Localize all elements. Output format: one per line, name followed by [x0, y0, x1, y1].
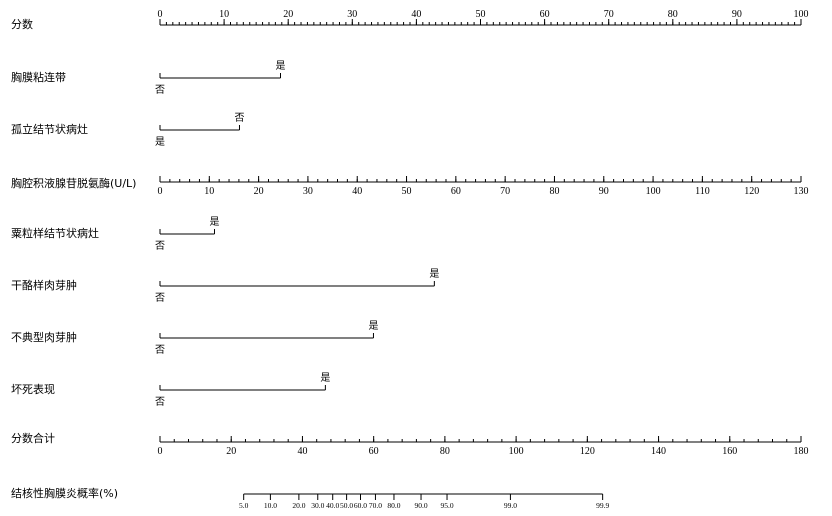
tick-label: 60: [369, 446, 379, 457]
probability-tick-label: 40.0: [326, 501, 339, 510]
tick-label: 40: [352, 186, 362, 197]
probability-tick-label: 20.0: [292, 501, 305, 510]
row-label: 胸膜粘连带: [11, 70, 66, 84]
category-label-start: 是: [155, 136, 165, 148]
tick-label: 60: [451, 186, 461, 197]
probability-tick-label: 99.0: [504, 501, 517, 510]
tick-label: 0: [158, 186, 163, 197]
tick-label: 160: [722, 446, 737, 457]
tick-label: 60: [540, 9, 550, 20]
tick-label: 50: [476, 9, 486, 20]
tick-label: 90: [732, 9, 742, 20]
row-label: 干酪样肉芽肿: [11, 278, 77, 292]
tick-label: 140: [651, 446, 666, 457]
tick-label: 100: [646, 186, 661, 197]
category-label-start: 否: [155, 344, 165, 356]
tick-label: 100: [509, 446, 524, 457]
probability-tick-label: 90.0: [414, 501, 427, 510]
probability-tick-label: 60.0: [354, 501, 367, 510]
row-label: 分数: [11, 18, 33, 31]
tick-label: 70: [604, 9, 614, 20]
category-label-end: 否: [234, 112, 244, 124]
category-label-end: 是: [276, 60, 286, 72]
tick-label: 20: [226, 446, 236, 457]
probability-tick-label: 80.0: [387, 501, 400, 510]
row-label: 坏死表现: [11, 382, 55, 396]
row-label: 分数合计: [11, 431, 55, 445]
tick-label: 70: [500, 186, 510, 197]
tick-label: 0: [158, 446, 163, 457]
category-label-start: 否: [155, 84, 165, 96]
tick-label: 100: [794, 9, 809, 20]
probability-tick-label: 30.0: [311, 501, 324, 510]
tick-label: 110: [695, 186, 710, 197]
tick-label: 80: [549, 186, 559, 197]
tick-label: 80: [440, 446, 450, 457]
probability-tick-label: 99.9: [596, 501, 609, 510]
tick-label: 30: [303, 186, 313, 197]
category-label-start: 否: [155, 240, 165, 252]
tick-label: 90: [599, 186, 609, 197]
tick-label: 20: [254, 186, 264, 197]
category-label-start: 否: [155, 292, 165, 304]
row-label: 粟粒样结节状病灶: [11, 226, 99, 240]
row-label: 孤立结节状病灶: [11, 122, 88, 136]
tick-label: 10: [204, 186, 214, 197]
tick-label: 180: [794, 446, 809, 457]
category-label-end: 是: [429, 268, 439, 280]
row-label: 不典型肉芽肿: [11, 330, 77, 344]
tick-label: 130: [794, 186, 809, 197]
tick-label: 120: [580, 446, 595, 457]
probability-tick-label: 70.0: [369, 501, 382, 510]
row-label: 胸腔积液腺苷脱氨酶(U/L): [11, 176, 136, 190]
tick-label: 40: [411, 9, 421, 20]
probability-tick-label: 10.0: [264, 501, 277, 510]
tick-label: 120: [744, 186, 759, 197]
category-label-end: 是: [368, 320, 378, 332]
category-label-end: 是: [209, 216, 219, 228]
probability-tick-label: 50.0: [340, 501, 353, 510]
tick-label: 30: [347, 9, 357, 20]
tick-label: 20: [283, 9, 293, 20]
row-label: 结核性胸膜炎概率(%): [11, 486, 118, 500]
tick-label: 50: [402, 186, 412, 197]
tick-label: 80: [668, 9, 678, 20]
tick-label: 40: [297, 446, 307, 457]
probability-tick-label: 95.0: [440, 501, 453, 510]
tick-label: 0: [158, 9, 163, 20]
probability-tick-label: 5.0: [239, 501, 249, 510]
tick-label: 10: [219, 9, 229, 20]
category-label-end: 是: [320, 372, 330, 384]
category-label-start: 否: [155, 396, 165, 408]
